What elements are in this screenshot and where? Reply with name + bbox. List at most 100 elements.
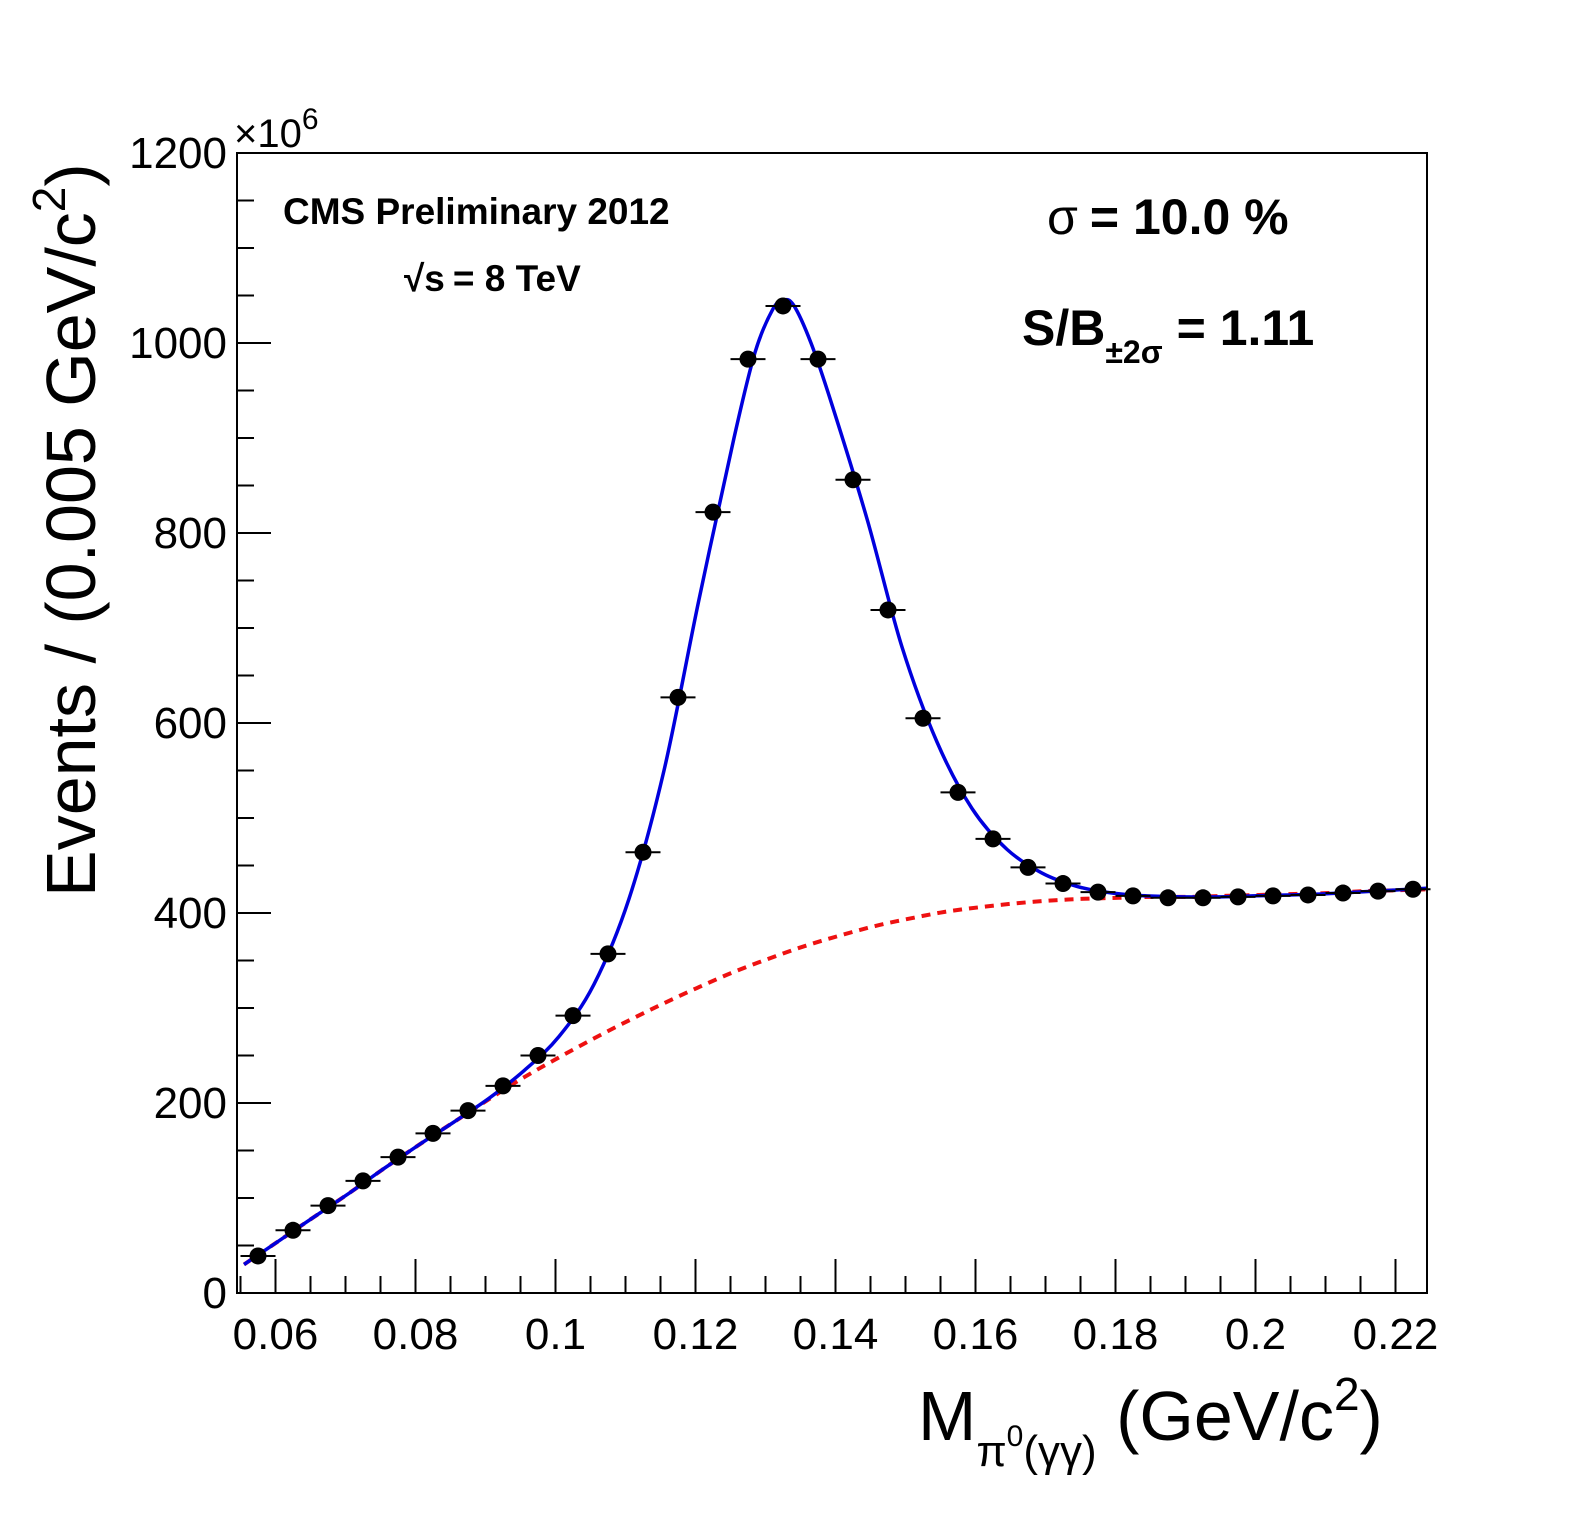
y-tick-label: 600 [154, 699, 227, 748]
data-point [555, 1007, 591, 1025]
data-point-marker [1299, 886, 1317, 904]
x-tick-label: 0.16 [933, 1310, 1019, 1359]
data-point-marker [1264, 887, 1282, 905]
data-point-marker [844, 471, 862, 489]
data-point-marker [249, 1247, 267, 1265]
y-axis-title: Events / (0.005 GeV/c2) [23, 163, 110, 897]
data-point-marker [774, 297, 792, 315]
data-point-marker [494, 1077, 512, 1095]
plot-frame [236, 152, 1428, 1294]
x-tick-label: 0.18 [1073, 1310, 1159, 1359]
x-axis-title-unit-close: ) [1360, 1377, 1383, 1455]
data-point-marker [949, 783, 967, 801]
data-point-marker [1194, 889, 1212, 907]
data-point [1010, 858, 1046, 876]
x-tick-label: 0.2 [1225, 1310, 1286, 1359]
data-point [1290, 886, 1326, 904]
data-point-marker [669, 688, 687, 706]
y-tick-label: 200 [154, 1079, 227, 1128]
data-point [380, 1148, 416, 1166]
sb-subscript: ±2σ [1105, 334, 1162, 370]
data-point-marker [1019, 858, 1037, 876]
energy-symbol: √s [404, 258, 445, 299]
data-point [1185, 889, 1221, 907]
energy-label: √s = 8 TeV [404, 258, 581, 299]
sigma-label: σ = 10.0 % [1047, 189, 1289, 245]
data-point-marker [634, 843, 652, 861]
data-point-marker [529, 1047, 547, 1064]
y-exponent: ×106 [234, 103, 319, 156]
x-axis-title-pi-sup: 0 [1007, 1420, 1024, 1453]
data-point [345, 1172, 381, 1190]
data-point-marker [1054, 875, 1072, 893]
x-axis-title-paren: (γγ) [1023, 1427, 1096, 1476]
data-point [275, 1221, 311, 1239]
experiment-label: CMS Preliminary 2012 [283, 191, 670, 232]
x-axis-title-unit: (GeV/c [1097, 1377, 1334, 1455]
data-point-marker [284, 1221, 302, 1239]
data-point-marker [1124, 887, 1142, 905]
data-point [1220, 888, 1256, 906]
y-exponent-prefix: ×10 [234, 112, 302, 156]
sb-value: = 1.11 [1177, 300, 1315, 356]
y-tick-label: 400 [154, 889, 227, 938]
sigma-symbol: σ [1047, 189, 1078, 245]
data-points-layer [240, 297, 1431, 1265]
data-point [975, 830, 1011, 848]
data-point [625, 843, 661, 861]
tick-labels: 0.06 0.08 0.1 0.12 0.14 0.16 0.18 0.2 0.22 0 200 40… [129, 129, 1438, 1359]
sigma-text: = 10.0 % [1090, 189, 1289, 245]
data-point-marker [564, 1007, 582, 1025]
data-point-marker [424, 1124, 442, 1142]
x-tick-label: 0.22 [1353, 1310, 1439, 1359]
data-point [590, 945, 626, 963]
data-point-marker [1229, 888, 1247, 906]
data-point [450, 1102, 486, 1120]
data-point [695, 503, 731, 521]
x-axis-title-unit-sup: 2 [1334, 1368, 1360, 1420]
x-tick-label: 0.12 [653, 1310, 739, 1359]
data-point [905, 709, 941, 727]
y-tick-label: 0 [203, 1269, 227, 1318]
data-point [835, 471, 871, 489]
data-point-marker [1089, 883, 1107, 901]
data-point-marker [914, 709, 932, 727]
y-tick-label: 800 [154, 509, 227, 558]
data-point-marker [1334, 884, 1352, 902]
sb-label: S/B±2σ = 1.11 [1022, 300, 1314, 370]
data-point [415, 1124, 451, 1142]
data-point [240, 1247, 276, 1265]
x-axis-title-pi: π [976, 1427, 1006, 1476]
y-axis-title-main: Events / (0.005 GeV/c [32, 212, 110, 897]
data-point-marker [879, 601, 897, 619]
data-point [520, 1047, 556, 1064]
data-point-marker [599, 945, 617, 963]
data-point [1360, 882, 1396, 900]
data-point [940, 783, 976, 801]
data-point-marker [739, 350, 757, 368]
x-axis-title: Mπ0(γγ) (GeV/c2) [918, 1368, 1383, 1476]
data-point [765, 297, 801, 315]
y-exponent-power: 6 [302, 103, 319, 136]
data-point [1080, 883, 1116, 901]
data-point [870, 601, 906, 619]
data-point [310, 1197, 346, 1215]
data-point-marker [319, 1197, 337, 1215]
data-point-marker [1369, 882, 1387, 900]
data-point [1045, 875, 1081, 893]
data-point-marker [459, 1102, 477, 1120]
energy-text: = 8 TeV [453, 258, 581, 299]
x-tick-label: 0.08 [373, 1310, 459, 1359]
data-point-marker [1159, 889, 1177, 907]
data-point [660, 688, 696, 706]
data-point [1255, 887, 1291, 905]
x-axis-title-main: M [918, 1377, 976, 1455]
x-tick-label: 0.14 [793, 1310, 879, 1359]
data-point-marker [389, 1148, 407, 1166]
data-point [1115, 887, 1151, 905]
data-point-marker [1404, 880, 1422, 898]
data-point [1325, 884, 1361, 902]
data-point [800, 350, 836, 368]
data-point [1395, 880, 1431, 898]
